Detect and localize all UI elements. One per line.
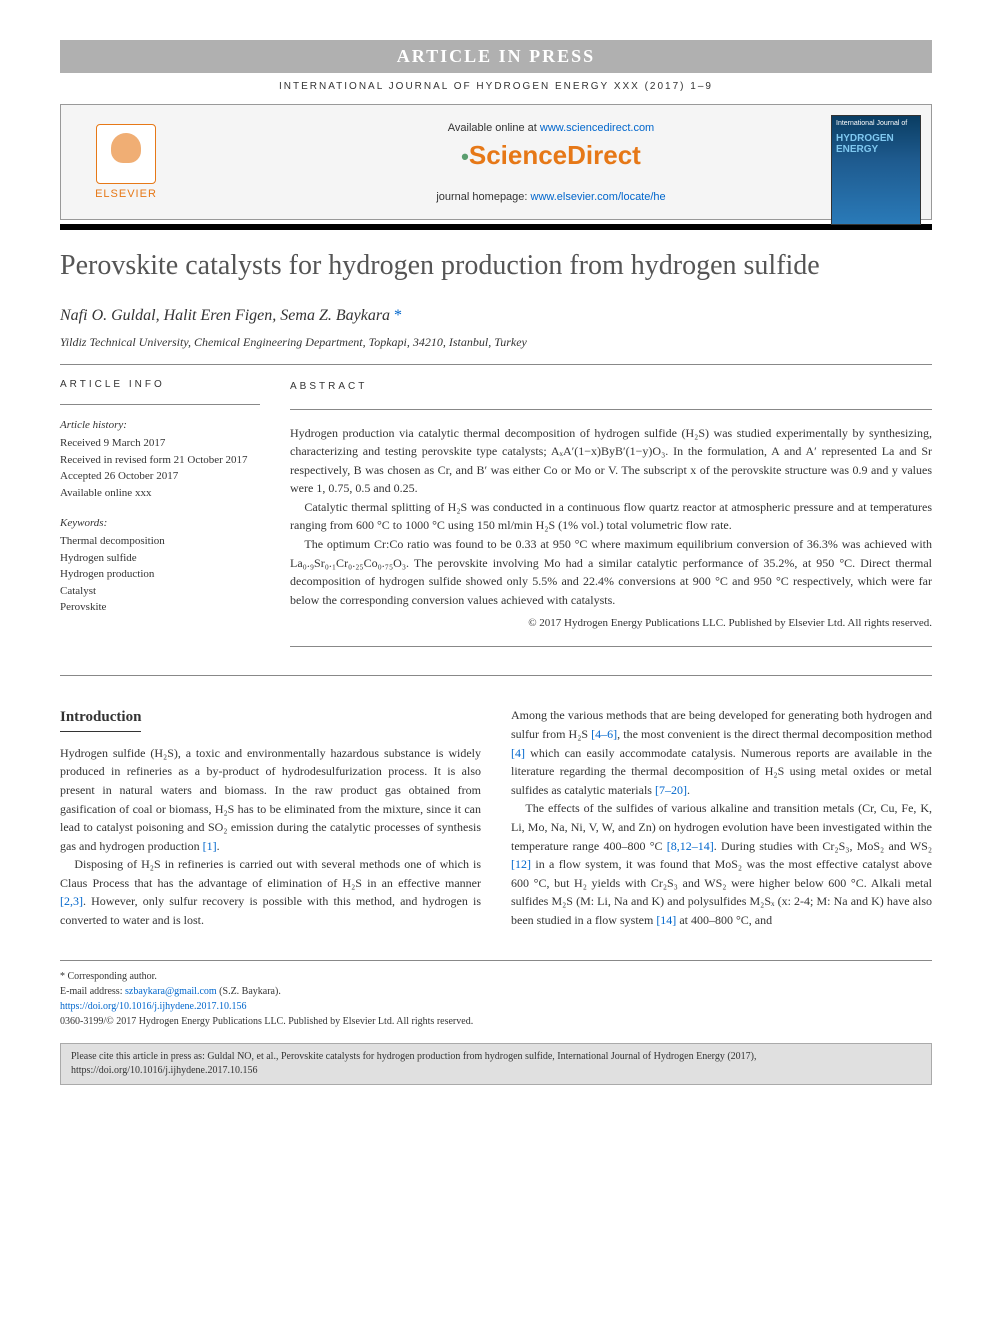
header-box: ELSEVIER Available online at www.science… <box>60 104 932 220</box>
corresponding-asterisk: * <box>390 307 402 324</box>
elsevier-label: ELSEVIER <box>95 188 157 200</box>
revised-date: Received in revised form 21 October 2017 <box>60 452 260 469</box>
citation-box: Please cite this article in press as: Gu… <box>60 1043 932 1085</box>
ref-link[interactable]: [14] <box>656 913 676 927</box>
introduction-heading: Introduction <box>60 706 141 731</box>
journal-reference: INTERNATIONAL JOURNAL OF HYDROGEN ENERGY… <box>60 81 932 92</box>
ref-link[interactable]: [1] <box>203 839 217 853</box>
keyword: Hydrogen production <box>60 566 260 583</box>
ref-link[interactable]: [12] <box>511 857 531 871</box>
abstract-heading: ABSTRACT <box>290 379 932 395</box>
abstract-para: Catalytic thermal splitting of H₂S was c… <box>290 498 932 535</box>
doi-link[interactable]: https://doi.org/10.1016/j.ijhydene.2017.… <box>60 1001 246 1012</box>
keywords-label: Keywords: <box>60 517 260 529</box>
received-date: Received 9 March 2017 <box>60 435 260 452</box>
email-link[interactable]: szbaykara@gmail.com <box>125 986 217 997</box>
left-column: Introduction Hydrogen sulfide (H₂S), a t… <box>60 706 481 929</box>
affiliation: Yildiz Technical University, Chemical En… <box>60 335 932 350</box>
keyword: Catalyst <box>60 583 260 600</box>
elsevier-logo: ELSEVIER <box>81 117 171 207</box>
divider <box>60 364 932 365</box>
article-info: ARTICLE INFO Article history: Received 9… <box>60 379 260 661</box>
abstract: ABSTRACT Hydrogen production via catalyt… <box>290 379 932 661</box>
sd-brand: ScienceDirect <box>469 140 641 170</box>
abstract-para: Hydrogen production via catalytic therma… <box>290 424 932 498</box>
keyword: Perovskite <box>60 599 260 616</box>
in-press-banner: ARTICLE IN PRESS <box>60 40 932 73</box>
divider <box>60 675 932 676</box>
text-run: Hydrogen sulfide (H₂S), a toxic and envi… <box>60 746 481 853</box>
sciencedirect-link[interactable]: www.sciencedirect.com <box>540 122 654 134</box>
email-line: E-mail address: szbaykara@gmail.com (S.Z… <box>60 984 932 999</box>
email-name: (S.Z. Baykara). <box>217 986 281 997</box>
history-label: Article history: <box>60 419 260 431</box>
cover-large-text: HYDROGEN ENERGY <box>836 133 916 155</box>
body-para: Hydrogen sulfide (H₂S), a toxic and envi… <box>60 744 481 856</box>
body-para: Among the various methods that are being… <box>511 706 932 799</box>
article-title: Perovskite catalysts for hydrogen produc… <box>60 248 932 283</box>
ref-link[interactable]: [4] <box>511 746 525 760</box>
available-online: Available online at www.sciencedirect.co… <box>191 122 911 134</box>
text-run: , the most convenient is the direct ther… <box>617 727 932 741</box>
abstract-para: The optimum Cr:Co ratio was found to be … <box>290 535 932 609</box>
sciencedirect-logo: •ScienceDirect <box>191 140 911 171</box>
avail-prefix: Available online at <box>448 122 540 134</box>
journal-cover-thumb: International Journal of HYDROGEN ENERGY <box>831 115 921 225</box>
homepage-link[interactable]: www.elsevier.com/locate/he <box>531 191 666 203</box>
ref-link[interactable]: [4–6] <box>591 727 617 741</box>
text-run: Disposing of H₂S in refineries is carrie… <box>60 857 481 890</box>
keyword: Thermal decomposition <box>60 533 260 550</box>
authors: Nafi O. Guldal, Halit Eren Figen, Sema Z… <box>60 307 932 325</box>
ref-link[interactable]: [2,3] <box>60 894 83 908</box>
copyright: © 2017 Hydrogen Energy Publications LLC.… <box>290 615 932 632</box>
text-run: at 400–800 °C, and <box>676 913 772 927</box>
footer: * Corresponding author. E-mail address: … <box>60 960 932 1085</box>
text-run: which can easily accommodate catalysis. … <box>511 746 932 797</box>
keyword: Hydrogen sulfide <box>60 550 260 567</box>
body-para: The effects of the sulfides of various a… <box>511 799 932 929</box>
cover-small-text: International Journal of <box>836 120 916 127</box>
divider <box>290 409 932 410</box>
info-heading: ARTICLE INFO <box>60 379 260 390</box>
journal-homepage: journal homepage: www.elsevier.com/locat… <box>191 191 911 203</box>
divider-bar <box>60 224 932 230</box>
body-para: Disposing of H₂S in refineries is carrie… <box>60 855 481 929</box>
accepted-date: Accepted 26 October 2017 <box>60 468 260 485</box>
email-label: E-mail address: <box>60 986 125 997</box>
elsevier-tree-icon <box>96 124 156 184</box>
divider <box>290 646 932 647</box>
homepage-prefix: journal homepage: <box>436 191 530 203</box>
right-column: Among the various methods that are being… <box>511 706 932 929</box>
online-date: Available online xxx <box>60 485 260 502</box>
body-columns: Introduction Hydrogen sulfide (H₂S), a t… <box>60 706 932 929</box>
issn-copyright: 0360-3199/© 2017 Hydrogen Energy Publica… <box>60 1014 932 1029</box>
text-run: . During studies with Cr₂S₃, MoS₂ and WS… <box>714 839 932 853</box>
ref-link[interactable]: [8,12–14] <box>667 839 714 853</box>
author-names: Nafi O. Guldal, Halit Eren Figen, Sema Z… <box>60 307 390 324</box>
corresponding-author: * Corresponding author. <box>60 969 932 984</box>
ref-link[interactable]: [7–20] <box>655 783 687 797</box>
divider <box>60 404 260 405</box>
text-run: . However, only sulfur recovery is possi… <box>60 894 481 927</box>
